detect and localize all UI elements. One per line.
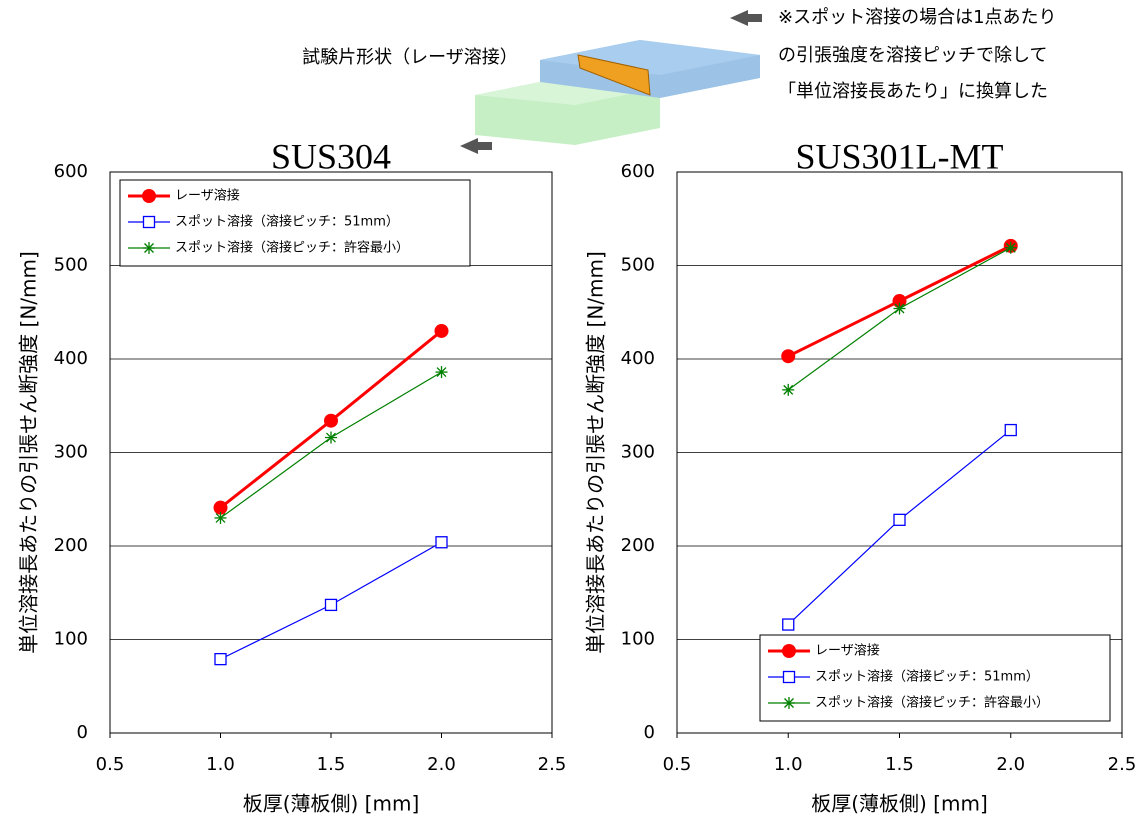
- x-tick-label: 2.5: [538, 754, 567, 775]
- y-tick-label: 600: [621, 161, 655, 182]
- legend-label: スポット溶接（溶接ピッチ：許容最小）: [175, 240, 409, 256]
- y-tick-label: 200: [621, 535, 655, 556]
- x-tick-label: 0.5: [96, 754, 125, 775]
- marker: [782, 384, 794, 396]
- marker: [326, 599, 337, 610]
- x-axis-label: 板厚(薄板側) [mm]: [243, 792, 420, 816]
- y-tick-label: 0: [644, 722, 655, 743]
- chart: 0 100 200 300 400 500 600 0.5 1.0 1.5 2.0 2.5 SUS304…: [17, 136, 567, 815]
- legend-marker: [144, 217, 155, 228]
- y-tick-label: 500: [621, 255, 655, 276]
- legend-marker: [784, 672, 795, 683]
- y-tick-label: 100: [621, 629, 655, 650]
- y-tick-label: 300: [621, 442, 655, 463]
- marker: [324, 414, 338, 428]
- y-axis-label: 単位溶接長あたりの引張せん断強度 [N/mm]: [17, 251, 41, 654]
- legend-label: レーザ溶接: [175, 188, 240, 204]
- legend-label: スポット溶接（溶接ピッチ：許容最小）: [815, 695, 1049, 711]
- y-tick-label: 100: [54, 629, 88, 650]
- marker: [436, 537, 447, 548]
- marker: [435, 324, 449, 338]
- marker: [1005, 425, 1016, 436]
- y-tick-label: 600: [54, 161, 88, 182]
- arrow-left: [460, 138, 492, 154]
- x-tick-label: 2.0: [427, 754, 456, 775]
- legend-marker: [783, 697, 795, 709]
- y-tick-label: 400: [54, 348, 88, 369]
- legend-label: スポット溶接（溶接ピッチ：51mm）: [815, 669, 1039, 685]
- x-tick-label: 1.5: [885, 754, 914, 775]
- y-tick-label: 400: [621, 348, 655, 369]
- chart: 0 100 200 300 400 500 600 0.5 1.0 1.5 2.0 2.5 SUS301…: [584, 136, 1137, 815]
- arrow-right: [730, 10, 762, 26]
- marker: [783, 619, 794, 630]
- specimen-diagram: 試験片形状（レーザ溶接） ※スポット溶接の場合は1点あたり の引張強度を溶接ピッ…: [302, 7, 1056, 154]
- marker: [781, 349, 795, 363]
- legend-label: スポット溶接（溶接ピッチ：51mm）: [175, 214, 399, 230]
- y-tick-label: 500: [54, 255, 88, 276]
- y-tick-label: 300: [54, 442, 88, 463]
- legend-marker: [142, 189, 156, 203]
- marker: [436, 366, 448, 378]
- note-line: の引張強度を溶接ピッチで除して: [778, 45, 1047, 66]
- legend-marker: [782, 644, 796, 658]
- page: {"figure": {"specimen_label": "試験片形状（レーザ…: [0, 0, 1142, 818]
- legend-marker: [143, 242, 155, 254]
- y-axis-label: 単位溶接長あたりの引張せん断強度 [N/mm]: [584, 251, 608, 654]
- x-tick-label: 2.5: [1108, 754, 1137, 775]
- legend-label: レーザ溶接: [815, 643, 880, 659]
- x-tick-label: 2.0: [996, 754, 1025, 775]
- marker: [894, 514, 905, 525]
- x-tick-label: 1.0: [206, 754, 235, 775]
- x-tick-label: 1.5: [317, 754, 346, 775]
- note-line: 「単位溶接長あたり」に換算した: [778, 81, 1048, 102]
- marker: [215, 512, 227, 524]
- marker: [325, 432, 337, 444]
- x-tick-label: 0.5: [663, 754, 692, 775]
- marker: [1005, 242, 1017, 254]
- x-tick-label: 1.0: [774, 754, 803, 775]
- note-line: ※スポット溶接の場合は1点あたり: [778, 7, 1057, 28]
- marker: [215, 654, 226, 665]
- figure: 試験片形状（レーザ溶接） ※スポット溶接の場合は1点あたり の引張強度を溶接ピッ…: [0, 0, 1142, 818]
- y-tick-label: 0: [77, 722, 88, 743]
- chart-title: SUS301L-MT: [795, 136, 1003, 176]
- chart-title: SUS304: [271, 136, 391, 176]
- x-axis-label: 板厚(薄板側) [mm]: [811, 792, 988, 816]
- specimen-label: 試験片形状（レーザ溶接）: [302, 47, 518, 68]
- marker: [894, 303, 906, 315]
- y-tick-label: 200: [54, 535, 88, 556]
